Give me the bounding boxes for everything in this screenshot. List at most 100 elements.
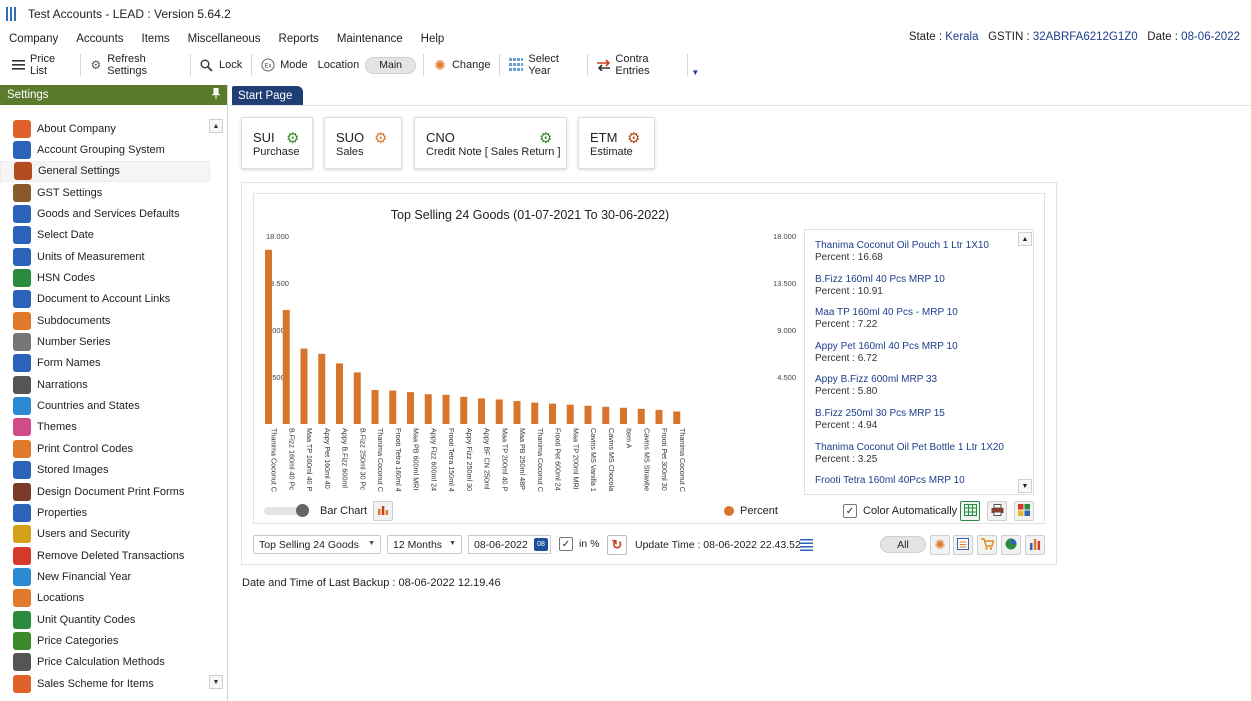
sidebar-item[interactable]: Form Names <box>0 353 210 374</box>
legend-entry[interactable]: Frooti Tetra 160ml 40Pcs MRP 10 <box>815 475 1015 487</box>
chart-bar[interactable] <box>265 249 272 424</box>
bar-chart-toggle[interactable] <box>264 504 309 517</box>
cart-view-button[interactable] <box>977 535 997 555</box>
credit-note-card[interactable]: CNO Credit Note [ Sales Return ] ⚙ <box>414 117 567 169</box>
sidebar-item[interactable]: General Settings <box>0 160 210 183</box>
register-view-button[interactable] <box>953 535 973 555</box>
estimate-card[interactable]: ETM Estimate ⚙ <box>578 117 655 169</box>
chart-bar[interactable] <box>371 390 379 424</box>
select-year-button[interactable]: Select Year <box>503 53 583 77</box>
legend-entry[interactable]: Thanima Coconut Oil Pouch 1 Ltr 1X10 Perc… <box>815 240 1015 263</box>
legend-entry[interactable]: Appy B.Fizz 600ml MRP 33 Percent : 5.80 <box>815 374 1015 397</box>
detail-list-icon[interactable] <box>800 538 813 551</box>
chart-bar[interactable] <box>513 401 521 424</box>
sidebar-item[interactable]: GST Settings <box>0 182 210 203</box>
price-list-button[interactable]: Price List <box>6 53 77 77</box>
print-button[interactable] <box>987 501 1007 521</box>
sidebar-item[interactable]: Sales Scheme for Items <box>0 673 210 694</box>
chart-bar[interactable] <box>300 348 308 424</box>
chart-bar[interactable] <box>531 402 539 424</box>
chart-bar[interactable] <box>389 390 397 424</box>
location-selector[interactable]: Main <box>365 56 417 74</box>
menu-company[interactable]: Company <box>9 33 59 45</box>
chart-bar[interactable] <box>442 394 450 424</box>
legend-scroll-down-icon[interactable]: ▼ <box>1018 479 1032 493</box>
chart-bar[interactable] <box>584 405 592 424</box>
refresh-settings-button[interactable]: ⚙ Refresh Settings <box>84 53 188 77</box>
in-percent-option[interactable]: ✓ in % <box>559 537 599 551</box>
lock-button[interactable]: Lock <box>194 53 248 77</box>
sidebar-item[interactable]: Narrations <box>0 374 210 395</box>
chart-bar[interactable] <box>620 407 627 424</box>
sidebar-scroll-up-icon[interactable]: ▲ <box>209 119 223 133</box>
mode-button[interactable]: Ex Mode <box>255 53 314 77</box>
sales-card[interactable]: SUO Sales ⚙ <box>324 117 402 169</box>
sidebar-item[interactable]: Properties <box>0 502 210 523</box>
menu-accounts[interactable]: Accounts <box>76 33 124 45</box>
tab-start-page[interactable]: Start Page <box>232 86 304 106</box>
in-percent-checkbox[interactable]: ✓ <box>559 537 573 551</box>
sidebar-item[interactable]: HSN Codes <box>0 267 210 288</box>
chart-bar[interactable] <box>495 399 503 424</box>
sidebar-item[interactable]: Goods and Services Defaults <box>0 203 210 224</box>
color-palette-button[interactable] <box>1014 501 1034 521</box>
legend-entry[interactable]: Maa TP 160ml 40 Pcs - MRP 10 Percent : 7.… <box>815 307 1015 330</box>
pin-icon[interactable] <box>212 88 220 102</box>
sidebar-item[interactable]: Subdocuments <box>0 310 210 331</box>
sidebar-item[interactable]: About Company <box>0 118 210 139</box>
chart-bar[interactable] <box>637 408 645 424</box>
report-type-select[interactable]: Top Selling 24 Goods ▼ <box>253 535 381 554</box>
change-button[interactable]: ✺ Change <box>427 53 497 77</box>
pie-chart-button[interactable] <box>1001 535 1021 555</box>
menu-reports[interactable]: Reports <box>278 33 319 45</box>
chart-bar[interactable] <box>673 411 681 424</box>
sidebar-item[interactable]: Print Control Codes <box>0 438 210 459</box>
chart-bar[interactable] <box>282 310 290 424</box>
chart-bar[interactable] <box>424 394 432 424</box>
chart-options-button[interactable] <box>373 501 393 521</box>
sidebar-item[interactable]: Countries and States <box>0 395 210 416</box>
legend-entry[interactable]: B.Fizz 160ml 40 Pcs MRP 10 Percent : 10.9… <box>815 274 1015 297</box>
all-filter-button[interactable]: All <box>880 536 926 553</box>
toolbar-overflow-icon[interactable]: ▼ <box>691 68 700 77</box>
chart-bar[interactable] <box>478 398 485 424</box>
sales-view-button[interactable]: ✺ <box>930 535 950 555</box>
chart-bar[interactable] <box>336 363 343 424</box>
color-automatically-option[interactable]: ✓ Color Automatically <box>843 504 957 518</box>
bar-chart-button[interactable] <box>1025 535 1045 555</box>
legend-entry[interactable]: Appy Pet 160ml 40 Pcs MRP 10 Percent : 6.… <box>815 341 1015 364</box>
chart-bar[interactable] <box>566 404 574 424</box>
legend-scroll-up-icon[interactable]: ▲ <box>1018 232 1032 246</box>
sidebar-item[interactable]: Select Date <box>0 225 210 246</box>
sidebar-item[interactable]: Themes <box>0 417 210 438</box>
menu-maintenance[interactable]: Maintenance <box>336 33 403 45</box>
sidebar-item[interactable]: Remove Deleted Transactions <box>0 545 210 566</box>
menu-miscellaneous[interactable]: Miscellaneous <box>187 33 261 45</box>
chart-bar[interactable] <box>549 403 556 424</box>
chart-bar[interactable] <box>353 372 361 424</box>
report-date-input[interactable]: 08-06-2022 08 <box>468 535 551 554</box>
menu-items[interactable]: Items <box>141 33 170 45</box>
sidebar-item[interactable]: Stored Images <box>0 460 210 481</box>
menu-help[interactable]: Help <box>420 33 445 45</box>
chart-bar[interactable] <box>407 392 414 424</box>
sidebar-item[interactable]: Units of Measurement <box>0 246 210 267</box>
sidebar-item[interactable]: Price Calculation Methods <box>0 652 210 673</box>
chart-bar[interactable] <box>460 396 468 424</box>
sidebar-scroll-down-icon[interactable]: ▼ <box>209 675 223 689</box>
sidebar-item[interactable]: Locations <box>0 588 210 609</box>
sidebar-item[interactable]: Price Categories <box>0 630 210 651</box>
sidebar-item[interactable]: Account Grouping System <box>0 139 210 160</box>
legend-entry[interactable]: B.Fizz 250ml 30 Pcs MRP 15 Percent : 4.94 <box>815 408 1015 431</box>
sidebar-item[interactable]: Users and Security <box>0 524 210 545</box>
chart-bar[interactable] <box>318 353 326 424</box>
chart-bar[interactable] <box>655 409 663 424</box>
contra-entries-button[interactable]: Contra Entries <box>590 53 684 77</box>
calendar-icon[interactable]: 08 <box>534 538 548 551</box>
sidebar-item[interactable]: Design Document Print Forms <box>0 481 210 502</box>
color-automatically-checkbox[interactable]: ✓ <box>843 504 857 518</box>
refresh-button[interactable]: ↻ <box>607 535 627 555</box>
legend-entry[interactable]: Thanima Coconut Oil Pet Bottle 1 Ltr 1X2… <box>815 442 1015 465</box>
sidebar-item[interactable]: Unit Quantity Codes <box>0 609 210 630</box>
chart-bar[interactable] <box>602 406 610 424</box>
